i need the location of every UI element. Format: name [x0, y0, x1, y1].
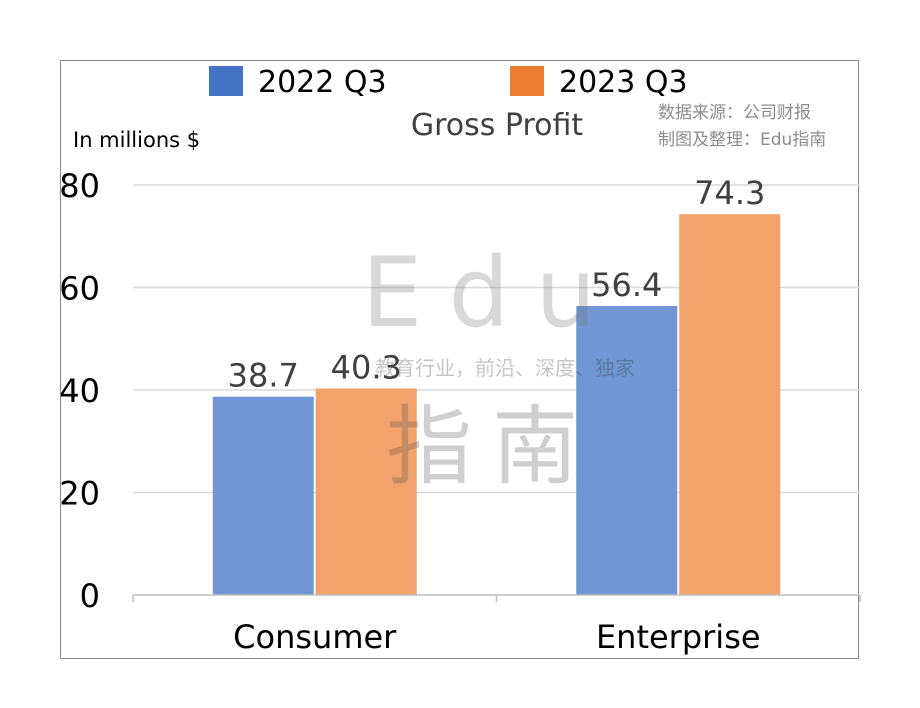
data-label: 74.3: [694, 174, 765, 212]
watermark-cn: 指南: [386, 397, 598, 497]
x-tick-label: Enterprise: [596, 618, 761, 656]
data-label: 56.4: [591, 266, 662, 304]
y-tick-label: 60: [59, 270, 100, 308]
bar-2023-q3-enterprise: [679, 214, 781, 595]
legend-label-2022: 2022 Q3: [258, 65, 387, 100]
bar-2022-q3-consumer: [212, 396, 314, 595]
data-label: 40.3: [331, 348, 402, 386]
x-tick-label: Consumer: [233, 618, 397, 656]
legend-swatch-2023: [510, 66, 544, 96]
chart-title: Gross Profit: [411, 108, 584, 143]
bar-2022-q3-enterprise: [576, 305, 678, 595]
source-note-line1: 数据来源：公司财报: [658, 103, 811, 123]
chart-frame: [60, 60, 859, 659]
watermark: Edu 教育行业，前沿、深度、独家 指南: [362, 237, 635, 497]
bar-2023-q3-consumer: [315, 388, 417, 595]
legend: 2022 Q3 2023 Q3: [209, 65, 688, 100]
watermark-brand: Edu: [362, 237, 622, 349]
source-note-line2: 制图及整理：Edu指南: [658, 130, 826, 150]
y-tick-label: 80: [59, 167, 100, 205]
data-label: 38.7: [228, 357, 299, 395]
axes: 0 20 40 60 80 Consumer Enterprise: [59, 167, 861, 656]
y-axis-label: In millions $: [73, 128, 200, 152]
bars: 38.7 40.3 56.4 74.3: [212, 174, 781, 595]
watermark-tagline: 教育行业，前沿、深度、独家: [375, 356, 635, 380]
y-tick-label: 40: [59, 372, 100, 410]
y-tick-label: 0: [80, 577, 100, 615]
legend-swatch-2022: [209, 66, 243, 96]
legend-label-2023: 2023 Q3: [559, 65, 688, 100]
y-tick-label: 20: [59, 475, 100, 513]
